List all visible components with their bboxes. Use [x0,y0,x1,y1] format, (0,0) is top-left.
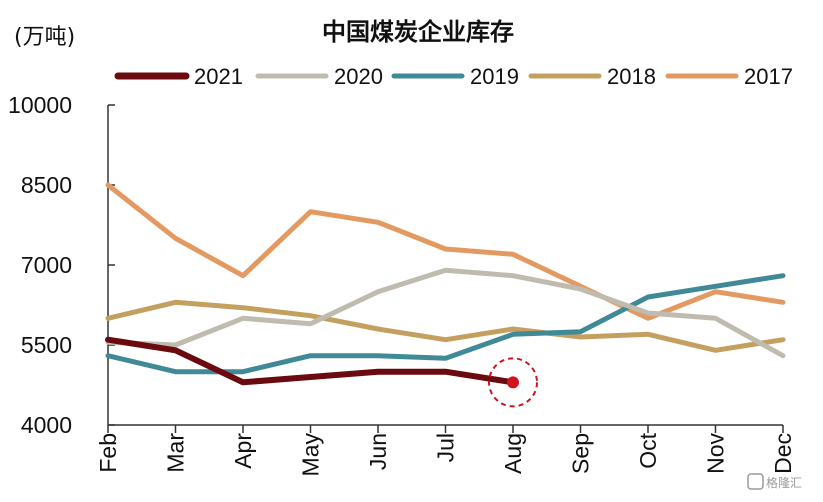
y-axis-unit: (万吨) [14,25,75,50]
chart-title: 中国煤炭企业库存 [322,18,514,46]
legend-label-2018: 2018 [607,64,656,89]
x-tick-label: Dec [770,433,796,474]
series-line-2017 [105,182,786,321]
x-tick-label: Sep [568,433,594,474]
x-tick-label: Jun [365,433,391,470]
x-tick-label: Jul [433,433,459,462]
legend: 2021 2020 2019 2018 2017 [114,64,793,89]
y-tick-label: 10000 [8,92,72,118]
y-tick-label: 8500 [21,172,72,198]
axes: 10000 8500 7000 5500 4000 Feb Mar Apr May Jun Jul A… [8,92,796,476]
legend-label-2019: 2019 [470,64,519,89]
series-line-2020 [105,267,786,359]
y-tick-label: 4000 [21,412,72,438]
x-tick-label: Oct [635,432,661,468]
y-tick-label: 7000 [21,252,72,278]
y-tick-label: 5500 [21,332,72,358]
highlight-dot [507,376,519,389]
legend-label-2020: 2020 [334,64,383,89]
x-tick-label: Aug [500,433,526,474]
watermark-text: 格隆汇 [766,475,802,490]
x-tick-label: Mar [163,433,189,473]
highlight-ring [488,357,538,408]
highlight-marker [488,357,538,408]
x-tick-label: Feb [95,433,121,473]
x-tick-label: Apr [230,433,256,469]
legend-label-2017: 2017 [744,64,793,89]
x-tick-label: Nov [703,433,729,474]
watermark: 格隆汇 [747,473,802,490]
series-line-2021 [105,336,516,386]
series-lines [105,182,786,386]
legend-label-2021: 2021 [194,64,243,89]
x-tick-label: May [298,433,324,477]
series-line-2019 [105,273,786,375]
series-line-2018 [105,299,786,353]
g-logo-icon [747,473,764,490]
